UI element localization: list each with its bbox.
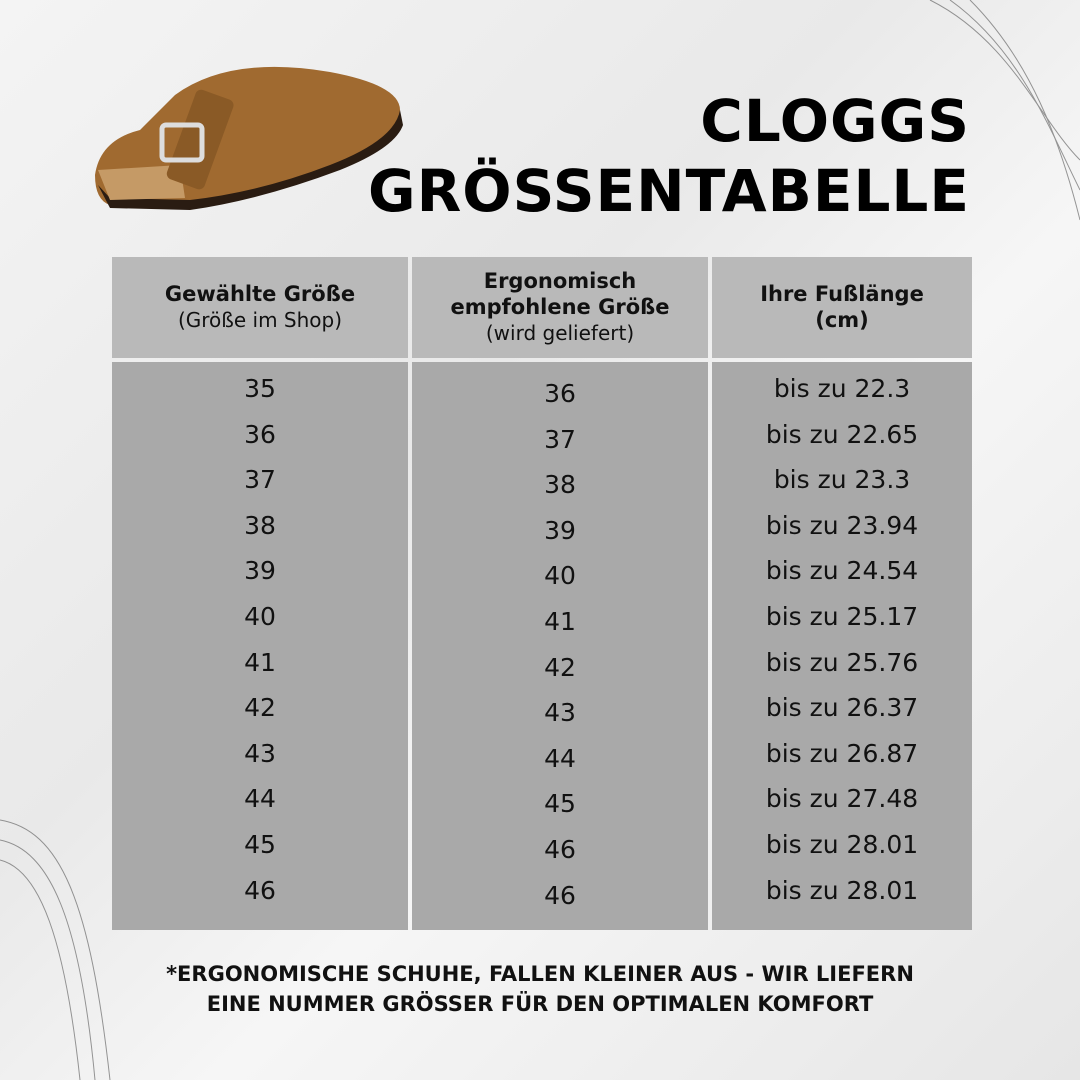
header-cell-bg [112, 257, 408, 358]
column-subtitle: (Größe im Shop) [177, 308, 343, 332]
body-cell-bg [712, 362, 972, 930]
column-title: Gewählte Größe [164, 282, 356, 306]
column-title: empfohlene Größe [450, 295, 670, 319]
table-cell: 46 [244, 875, 276, 905]
table-cell: bis zu 23.94 [765, 510, 919, 540]
body-cell-bg [412, 362, 708, 930]
table-cell: bis zu 27.48 [765, 784, 919, 814]
title-line: GRÖSSENTABELLE [368, 157, 970, 225]
table-cell: 42 [544, 652, 576, 682]
table-cell: bis zu 23.3 [773, 465, 911, 495]
table-cell: bis zu 25.76 [765, 647, 919, 677]
table-cell: 45 [544, 789, 576, 819]
column-subtitle: (wird geliefert) [485, 321, 635, 345]
table-cell: 38 [544, 470, 576, 500]
table-cell: bis zu 22.65 [765, 419, 919, 449]
footnote-line: EINE NUMMER GRÖSSER FÜR DEN OPTIMALEN KO… [206, 992, 874, 1016]
table-cell: 46 [544, 835, 576, 864]
table-cell: 37 [544, 424, 576, 454]
table-cell: 43 [244, 738, 276, 768]
table-cell: 35 [244, 374, 276, 403]
column-title: (cm) [815, 308, 869, 332]
body-cell-bg [112, 362, 408, 930]
table-cell: 45 [244, 830, 276, 859]
table-cell: bis zu 24.54 [765, 556, 919, 586]
table-cell: 43 [544, 698, 576, 728]
shoe-image [95, 66, 403, 210]
header-cell-bg [712, 257, 972, 358]
table-cell: 38 [244, 510, 276, 540]
table-cell: bis zu 28.01 [765, 830, 919, 859]
table-cell: 40 [244, 602, 276, 631]
table-cell: bis zu 26.37 [765, 693, 919, 723]
title-line: CLOGGS [700, 87, 970, 155]
table-cell: bis zu 22.3 [773, 374, 911, 403]
table-cell: 36 [544, 379, 576, 408]
table-cell: 46 [544, 880, 576, 910]
table-cell: 44 [244, 784, 276, 814]
column-title: Ihre Fußlänge [760, 282, 924, 306]
table-cell: 41 [544, 607, 576, 636]
table-cell: bis zu 26.87 [765, 738, 919, 768]
footnote-line: *ERGONOMISCHE SCHUHE, FALLEN KLEINER AUS… [166, 962, 914, 986]
table-cell: 42 [244, 693, 276, 723]
table-cell: bis zu 28.01 [765, 875, 919, 905]
column-title: Ergonomisch [483, 269, 637, 293]
table-cell: 41 [244, 647, 276, 677]
table-cell: bis zu 25.17 [765, 602, 919, 631]
header-cell-bg [412, 257, 708, 358]
table-cell: 40 [544, 561, 576, 591]
table-cell: 39 [244, 556, 276, 586]
table-cell: 44 [544, 743, 576, 773]
table-cell: 37 [244, 465, 276, 495]
table-cell: 36 [244, 419, 276, 449]
table-cell: 39 [544, 515, 576, 545]
